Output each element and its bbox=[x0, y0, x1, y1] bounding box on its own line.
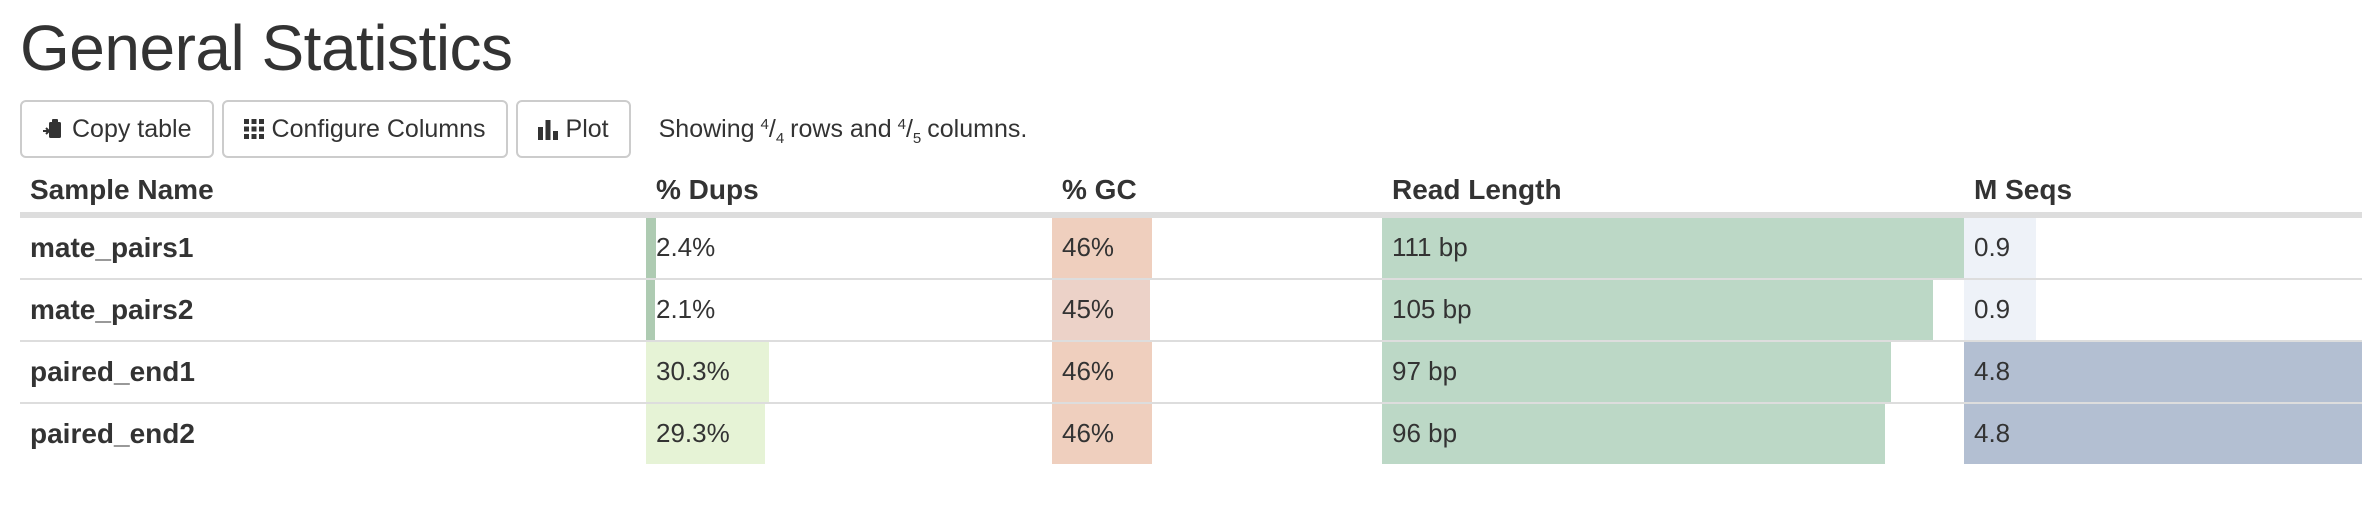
dups-cell-bar bbox=[646, 404, 765, 464]
dups-cell-bar bbox=[646, 342, 769, 402]
table-toolbar: Copy table Configure Columns bbox=[20, 100, 1027, 158]
mseqs-cell-value: 4.8 bbox=[1974, 418, 2011, 448]
read-length-cell-bar bbox=[1382, 404, 1885, 464]
header-gc[interactable]: % GC bbox=[1062, 174, 1137, 205]
sample-name-cell: paired_end2 bbox=[30, 418, 195, 449]
dups-cell: 29.3% bbox=[646, 404, 1052, 464]
header-sample-name[interactable]: Sample Name bbox=[30, 174, 214, 205]
gc-cell: 46% bbox=[1052, 342, 1382, 402]
copy-table-label: Copy table bbox=[72, 114, 192, 143]
columns-fraction: 4/5 bbox=[897, 114, 922, 147]
header-read-length[interactable]: Read Length bbox=[1392, 174, 1562, 205]
header-mseqs[interactable]: M Seqs bbox=[1974, 174, 2073, 205]
table-header-row: Sample Name % Dups % GC Read Length M Se… bbox=[20, 168, 2362, 218]
rows-fraction: 4/4 bbox=[760, 114, 785, 147]
mseqs-cell-value: 0.9 bbox=[1974, 294, 2011, 324]
dups-cell-value: 2.4% bbox=[656, 232, 716, 262]
gc-cell-bar bbox=[1052, 280, 1150, 340]
dups-cell: 30.3% bbox=[646, 342, 1052, 402]
general-stats-table: Sample Name % Dups % GC Read Length M Se… bbox=[20, 168, 2362, 466]
table-row: mate_pairs2 2.1% 45% 105 bp 0.9 bbox=[20, 280, 2362, 342]
read-length-cell: 105 bp bbox=[1382, 280, 1964, 340]
plot-label: Plot bbox=[565, 114, 609, 143]
copy-table-button[interactable]: Copy table bbox=[20, 100, 214, 158]
sample-name-cell: mate_pairs2 bbox=[30, 294, 194, 325]
read-length-cell-bar bbox=[1382, 218, 1964, 278]
dups-cell-bar bbox=[646, 280, 655, 340]
read-length-cell-value: 97 bp bbox=[1392, 356, 1458, 386]
mseqs-cell: 4.8 bbox=[1964, 342, 2362, 402]
mseqs-cell-value: 4.8 bbox=[1974, 356, 2011, 386]
dups-cell: 2.4% bbox=[646, 218, 1052, 278]
table-status-text: Showing 4/4 rows and 4/5 columns. bbox=[658, 114, 1028, 147]
clipboard-icon bbox=[42, 117, 64, 141]
gc-cell-value: 46% bbox=[1062, 232, 1115, 262]
table-row: paired_end1 30.3% 46% 97 bp 4.8 bbox=[20, 342, 2362, 404]
read-length-cell-value: 105 bp bbox=[1392, 294, 1472, 324]
mseqs-cell: 0.9 bbox=[1964, 280, 2362, 340]
gc-cell-value: 46% bbox=[1062, 356, 1115, 386]
sample-name-cell: mate_pairs1 bbox=[30, 232, 194, 263]
mseqs-cell-bar bbox=[1964, 218, 2036, 278]
mseqs-cell-bar bbox=[1964, 280, 2036, 340]
dups-cell: 2.1% bbox=[646, 280, 1052, 340]
gc-cell-value: 46% bbox=[1062, 418, 1115, 448]
read-length-cell: 97 bp bbox=[1382, 342, 1964, 402]
read-length-cell-bar bbox=[1382, 280, 1933, 340]
mseqs-cell-bar bbox=[1964, 404, 2362, 464]
gc-cell: 46% bbox=[1052, 404, 1382, 464]
read-length-cell-value: 96 bp bbox=[1392, 418, 1458, 448]
table-row: paired_end2 29.3% 46% 96 bp 4.8 bbox=[20, 404, 2362, 466]
mseqs-cell-bar bbox=[1964, 342, 2362, 402]
gc-cell: 45% bbox=[1052, 280, 1382, 340]
gc-cell: 46% bbox=[1052, 218, 1382, 278]
gc-cell-value: 45% bbox=[1062, 294, 1115, 324]
dups-cell-value: 2.1% bbox=[656, 294, 716, 324]
mseqs-cell-value: 0.9 bbox=[1974, 232, 2011, 262]
page-title: General Statistics bbox=[20, 12, 513, 84]
dups-cell-value: 29.3% bbox=[656, 418, 730, 448]
bar-chart-icon bbox=[537, 118, 558, 140]
read-length-cell-value: 111 bp bbox=[1392, 232, 1468, 262]
dups-cell-bar bbox=[646, 218, 656, 278]
plot-button[interactable]: Plot bbox=[515, 100, 631, 158]
header-dups[interactable]: % Dups bbox=[656, 174, 759, 205]
mseqs-cell: 0.9 bbox=[1964, 218, 2362, 278]
dups-cell-value: 30.3% bbox=[656, 356, 730, 386]
table-row: mate_pairs1 2.4% 46% 111 bp 0.9 bbox=[20, 218, 2362, 280]
gc-cell-bar bbox=[1052, 404, 1152, 464]
grid-icon bbox=[243, 119, 264, 139]
mseqs-cell: 4.8 bbox=[1964, 404, 2362, 464]
gc-cell-bar bbox=[1052, 218, 1152, 278]
configure-columns-label: Configure Columns bbox=[271, 114, 486, 143]
sample-name-cell: paired_end1 bbox=[30, 356, 195, 387]
read-length-cell: 111 bp bbox=[1382, 218, 1964, 278]
read-length-cell: 96 bp bbox=[1382, 404, 1964, 464]
read-length-cell-bar bbox=[1382, 342, 1891, 402]
table-body: mate_pairs1 2.4% 46% 111 bp 0.9 mate_pairs2 2.… bbox=[20, 218, 2362, 466]
configure-columns-button[interactable]: Configure Columns bbox=[221, 100, 508, 158]
gc-cell-bar bbox=[1052, 342, 1152, 402]
